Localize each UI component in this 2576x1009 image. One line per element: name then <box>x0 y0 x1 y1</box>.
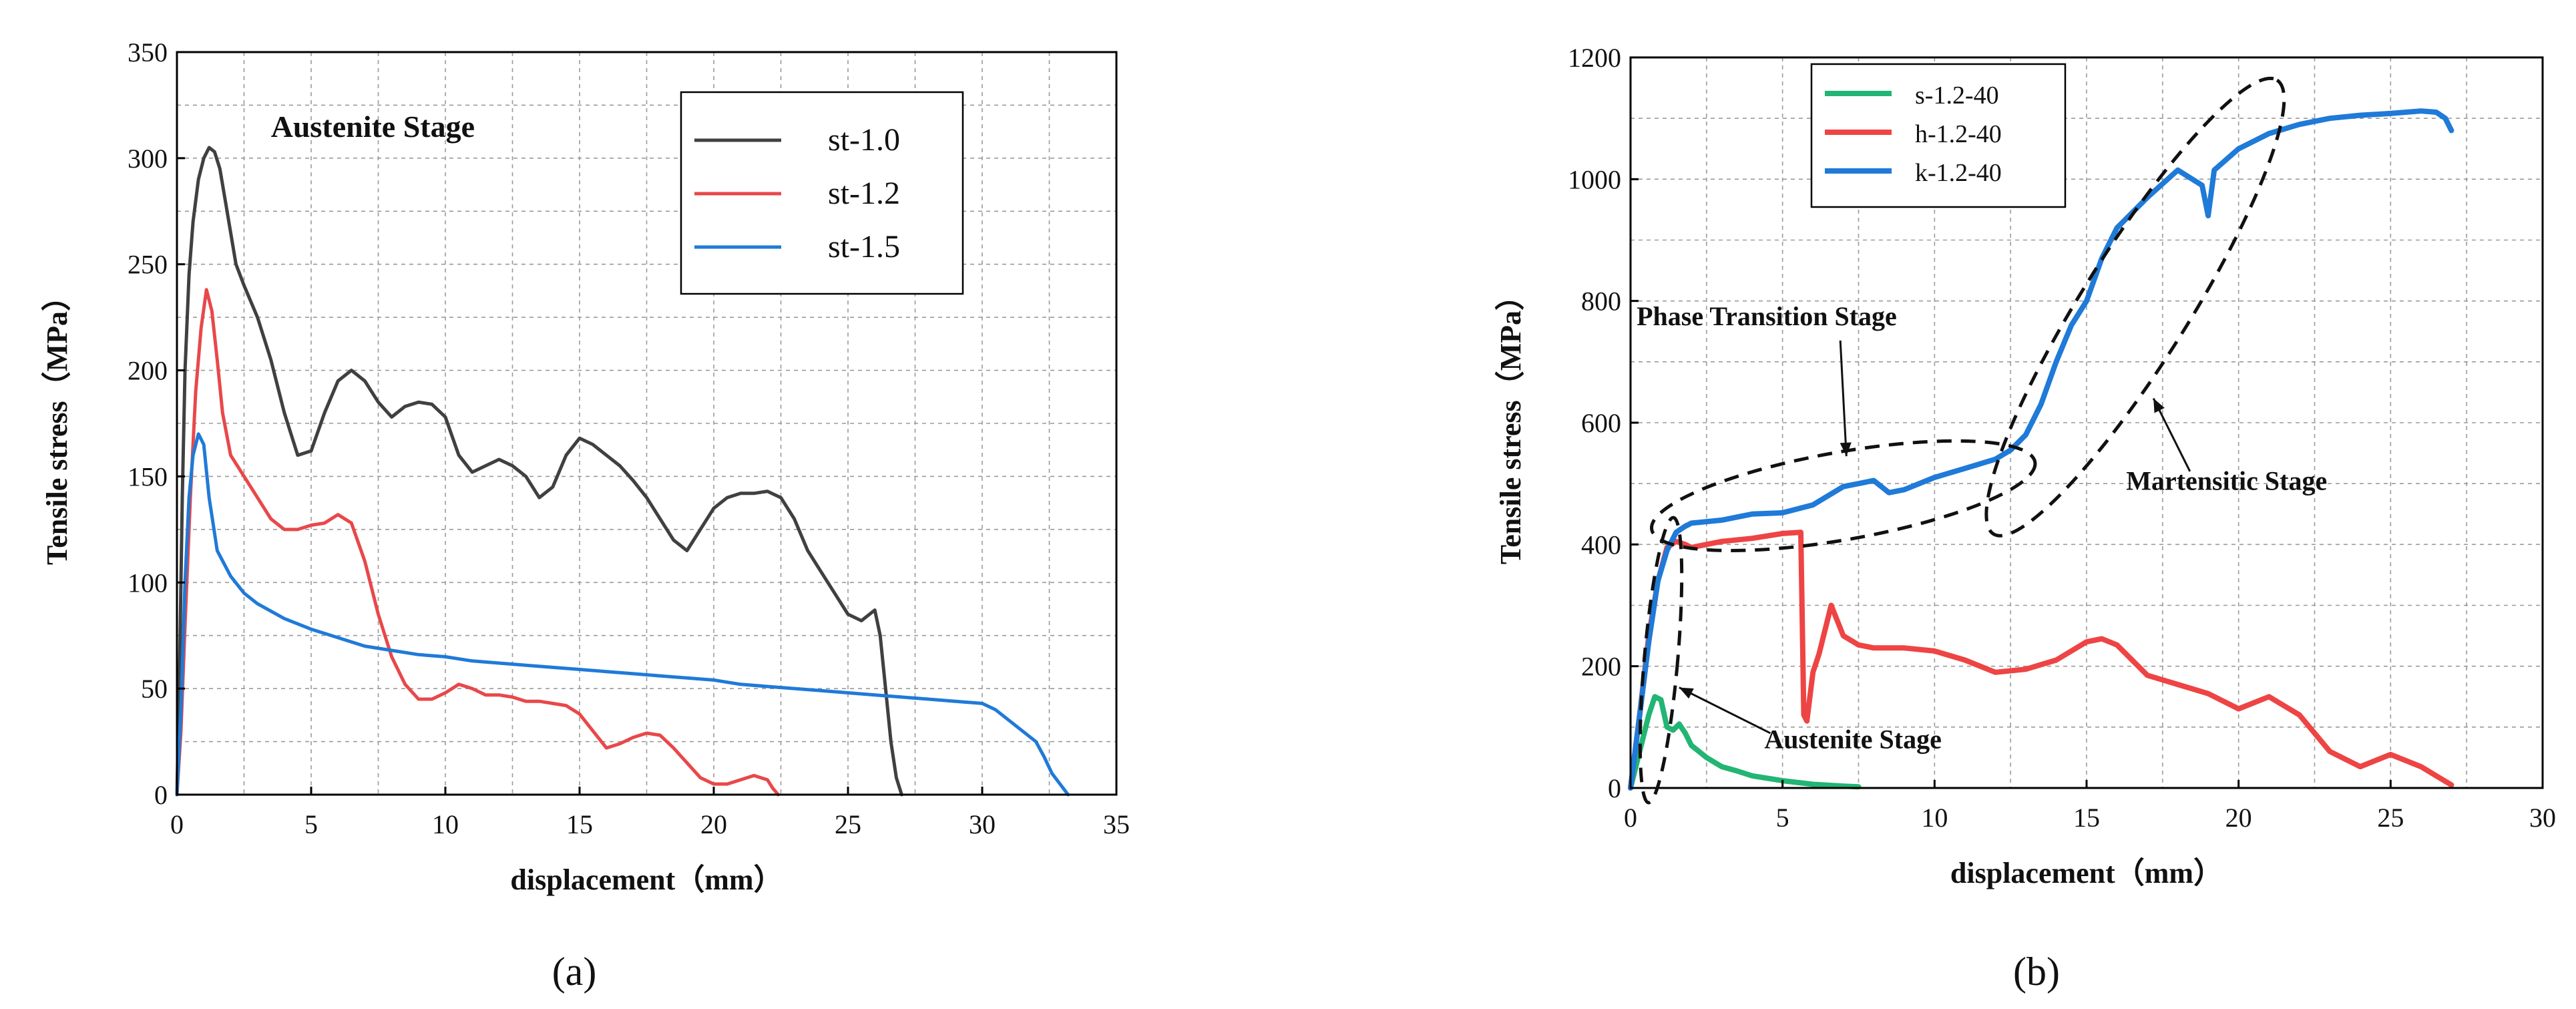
y-axis-label: Tensile stress（MPa） <box>41 282 73 565</box>
stage-ellipse <box>1638 516 1684 805</box>
x-tick-label: 30 <box>969 809 996 839</box>
stage-ellipse <box>1984 76 2286 538</box>
series-line-h-1.2-40 <box>1628 530 2454 791</box>
x-tick-label: 10 <box>1921 803 1948 833</box>
y-tick-label: 600 <box>1581 408 1621 438</box>
x-tick-label: 5 <box>304 809 318 839</box>
y-tick-label: 250 <box>128 250 168 280</box>
x-tick-label: 25 <box>835 809 861 839</box>
stage-annotations <box>1638 76 2286 805</box>
stage-ellipse <box>1650 439 2037 552</box>
x-tick-label: 15 <box>566 809 593 839</box>
arrow-head <box>1840 442 1852 457</box>
series-line-k-1.2-40 <box>1628 108 2454 791</box>
x-tick-label: 25 <box>2377 803 2404 833</box>
panel-a: 0 5 10 15 20 25 30 35050100150200250300350displ… <box>41 37 1130 994</box>
y-tick-label: 200 <box>128 356 168 386</box>
series-line-st-1.5 <box>175 432 1070 797</box>
legend-box <box>1810 63 2067 208</box>
x-axis-label: displacement（mm） <box>510 863 783 896</box>
y-tick-label: 350 <box>128 37 168 67</box>
y-tick-label: 0 <box>154 780 168 810</box>
y-tick-label: 800 <box>1581 286 1621 317</box>
annotation-label: Phase Transition Stage <box>1637 301 1897 331</box>
y-axis-label: Tensile stress（MPa） <box>1494 281 1527 564</box>
legend: s-1.2-40 h-1.2-40 k-1.2-40 <box>1810 63 2067 208</box>
annotation-arrow <box>1679 686 1771 735</box>
annotation-label: Austenite Stage <box>1764 725 1942 755</box>
annotation-arrow <box>2152 397 2191 472</box>
y-tick-label: 400 <box>1581 530 1621 560</box>
x-tick-label: 20 <box>2225 803 2252 833</box>
x-tick-label: 35 <box>1103 809 1130 839</box>
legend-entry-s-1.2-40: s-1.2-40 <box>1915 81 1999 110</box>
legend-entry-st-1.2: st-1.2 <box>828 176 900 211</box>
x-tick-label: 0 <box>1624 803 1637 833</box>
x-tick-label: 20 <box>700 809 727 839</box>
y-tick-label: 50 <box>141 674 168 704</box>
plot-frame <box>176 51 1118 796</box>
arrow-head <box>2153 398 2165 413</box>
arrow-head <box>1679 687 1694 699</box>
legend-entry-h-1.2-40: h-1.2-40 <box>1915 120 2002 148</box>
annotation-label: Austenite Stage <box>271 110 475 144</box>
x-tick-label: 15 <box>2073 803 2100 833</box>
legend: st-1.0 st-1.2 st-1.5 <box>680 91 964 295</box>
x-tick-label: 10 <box>432 809 459 839</box>
y-tick-label: 1200 <box>1568 43 1621 73</box>
y-tick-label: 200 <box>1581 652 1621 682</box>
legend-entry-k-1.2-40: k-1.2-40 <box>1915 159 2002 187</box>
y-tick-label: 150 <box>128 461 168 491</box>
annotation-arrow <box>1839 340 1848 457</box>
annotation-label: Martensitic Stage <box>2126 465 2327 495</box>
y-tick-label: 300 <box>128 144 168 174</box>
grid <box>1631 57 2543 788</box>
series-line-st-1.2 <box>175 288 780 797</box>
panel-label: (b) <box>2013 950 2060 994</box>
x-tick-label: 30 <box>2529 803 2556 833</box>
y-tick-label: 0 <box>1608 773 1621 803</box>
x-tick-label: 0 <box>170 809 184 839</box>
panel-label: (a) <box>552 950 597 994</box>
panel-b: 0 5 10 15 20 25 30 0 200 400 600 800 1000 1200 displac… <box>1494 43 2556 994</box>
grid <box>177 52 1116 795</box>
legend-entry-st-1.0: st-1.0 <box>828 122 900 158</box>
x-axis-label: displacement（mm） <box>1950 857 2223 889</box>
y-tick-label: 100 <box>128 568 168 598</box>
y-tick-label: 1000 <box>1568 164 1621 194</box>
x-tick-label: 5 <box>1776 803 1789 833</box>
legend-entry-st-1.5: st-1.5 <box>828 229 900 264</box>
series-line-st-1.0 <box>175 146 903 797</box>
